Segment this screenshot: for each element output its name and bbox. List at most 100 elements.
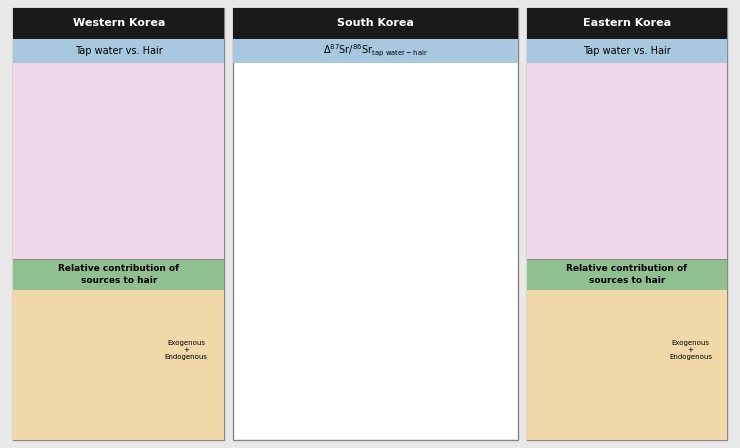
- Point: [397, 387, 408, 394]
- Point: [428, 248, 440, 255]
- Point: [397, 241, 408, 248]
- Text: Eastern Korea: Eastern Korea: [401, 95, 457, 101]
- Text: Exogenous
+
Endogenous: Exogenous + Endogenous: [669, 340, 712, 360]
- Point: [311, 255, 323, 263]
- Point: [107, 154, 118, 161]
- Text: $\Delta^{87}$Sr/$^{86}$Sr$_{\rm tap\ water-hair}$: $\Delta^{87}$Sr/$^{86}$Sr$_{\rm tap\ wat…: [323, 43, 428, 59]
- Point: [402, 340, 414, 347]
- Point: [397, 350, 408, 358]
- Point: [423, 365, 435, 372]
- Point: [303, 230, 314, 237]
- Point: [671, 106, 683, 113]
- Point: [402, 146, 414, 153]
- Point: [311, 314, 323, 321]
- Text: Eastern Korea: Eastern Korea: [260, 376, 317, 382]
- Text: - Metamorphic & Igneous rocks
- Plains: - Metamorphic & Igneous rocks - Plains: [260, 336, 359, 347]
- Point: [647, 133, 659, 140]
- Polygon shape: [285, 197, 362, 379]
- Point: [311, 350, 323, 358]
- Point: [594, 190, 606, 197]
- Point: [295, 211, 306, 219]
- Point: [160, 210, 172, 217]
- Point: [559, 232, 571, 239]
- Point: [410, 156, 422, 164]
- Text: Relative contribution of
sources to hair: Relative contribution of sources to hair: [566, 264, 687, 285]
- Text: Tap water vs. Hair: Tap water vs. Hair: [75, 46, 163, 56]
- Text: Exogenous
+
Endogenous: Exogenous + Endogenous: [165, 340, 208, 360]
- Point: [154, 205, 166, 212]
- Text: -: -: [320, 420, 324, 431]
- Point: [383, 131, 395, 138]
- Point: [133, 190, 145, 197]
- Point: [349, 138, 360, 145]
- Point: [295, 168, 306, 175]
- Point: [391, 303, 403, 310]
- Text: Tap water: Tap water: [582, 362, 628, 371]
- Point: [175, 185, 186, 192]
- Point: [423, 109, 435, 116]
- Polygon shape: [290, 288, 362, 379]
- Point: [391, 230, 403, 237]
- Point: [383, 292, 395, 299]
- Y-axis label: $^{87}$Sr/$^{86}$Sr$_{\rm hair}$: $^{87}$Sr/$^{86}$Sr$_{\rm hair}$: [534, 138, 548, 183]
- Text: Food
Dust
Groundwater: Food Dust Groundwater: [63, 357, 109, 377]
- Point: [329, 248, 341, 255]
- Point: [184, 197, 196, 204]
- Point: [410, 376, 422, 383]
- Point: [417, 277, 429, 284]
- Point: [303, 321, 314, 328]
- Point: [402, 365, 414, 372]
- Point: [316, 146, 328, 153]
- Text: Relative contribution of
sources to hair: Relative contribution of sources to hair: [58, 264, 179, 285]
- Point: [417, 120, 429, 127]
- Point: [52, 104, 64, 111]
- Point: [437, 241, 448, 248]
- Point: [316, 109, 328, 116]
- Point: [113, 222, 125, 229]
- Text: Western Korea: Western Korea: [73, 18, 165, 28]
- Y-axis label: $^{87}$Sr/$^{86}$Sr$_{\rm hair}$: $^{87}$Sr/$^{86}$Sr$_{\rm hair}$: [21, 138, 35, 183]
- Point: [571, 219, 583, 226]
- Point: [62, 146, 74, 154]
- Point: [584, 206, 596, 213]
- Point: [606, 175, 618, 182]
- Polygon shape: [287, 149, 362, 215]
- Point: [322, 204, 334, 211]
- Text: 0: 0: [375, 420, 382, 431]
- Text: Food
Dust: Food Dust: [570, 331, 587, 344]
- Point: [124, 139, 135, 146]
- Polygon shape: [362, 171, 445, 354]
- Point: [601, 181, 613, 188]
- Point: [66, 129, 78, 136]
- Point: [343, 358, 354, 365]
- Point: [423, 204, 435, 211]
- Point: [402, 193, 414, 200]
- Point: [383, 255, 395, 263]
- Point: [410, 109, 422, 116]
- Point: [410, 182, 422, 189]
- Text: - Sedimentary & volcanic rocks
- Mountainous areas: - Sedimentary & volcanic rocks - Mountai…: [260, 401, 359, 413]
- Point: [417, 314, 429, 321]
- Text: Eastern Korea: Eastern Korea: [582, 18, 671, 28]
- Point: [98, 185, 110, 192]
- Wedge shape: [56, 328, 129, 402]
- Point: [383, 328, 395, 336]
- Point: [685, 95, 697, 102]
- Point: [337, 168, 349, 175]
- Polygon shape: [354, 288, 434, 383]
- Point: [356, 266, 368, 273]
- Wedge shape: [568, 327, 645, 403]
- Point: [329, 303, 341, 310]
- Point: [659, 120, 670, 127]
- Point: [78, 89, 90, 96]
- Point: [417, 358, 429, 365]
- Point: [402, 292, 414, 299]
- Point: [383, 204, 395, 211]
- Point: [428, 255, 440, 263]
- Polygon shape: [285, 80, 456, 394]
- Point: [391, 219, 403, 226]
- Text: +: +: [430, 420, 439, 431]
- Point: [92, 114, 104, 121]
- Point: [337, 131, 349, 138]
- Point: [642, 142, 653, 150]
